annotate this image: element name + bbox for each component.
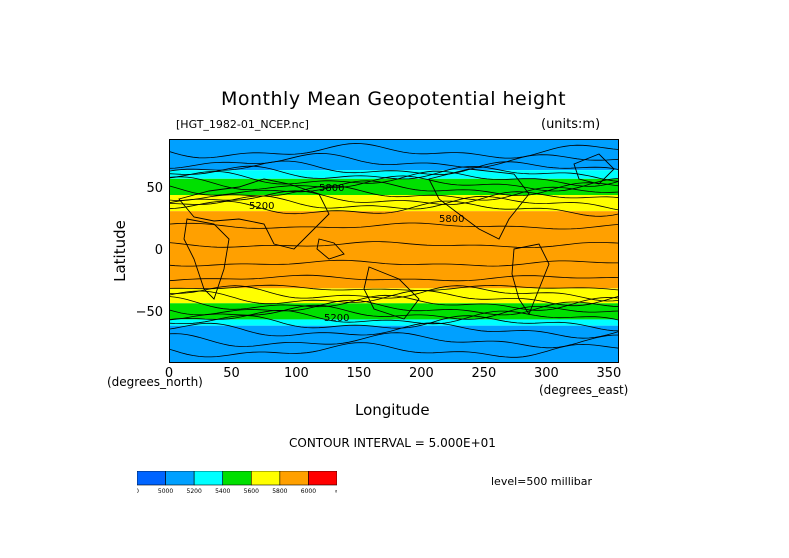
contour-value-label: 5800 (439, 214, 464, 225)
contour-line (169, 322, 619, 339)
contour-value-label: 5200 (324, 313, 349, 324)
contour-line (169, 342, 619, 358)
x-tick-label: 200 (409, 366, 434, 381)
colorbar-label: 5000 (158, 488, 173, 495)
y-tick-label: −50 (135, 305, 163, 321)
coastlines (178, 153, 615, 320)
chart-title: Monthly Mean Geopotential height (221, 88, 567, 110)
colorbar-label: 5200 (187, 488, 202, 495)
x-tick-label: 100 (284, 366, 309, 381)
contour-line (169, 241, 619, 249)
geopotential-map: 5800 5200 5800 5200 (169, 139, 619, 363)
x-axis-label: Longitude (355, 401, 430, 419)
contour-line (169, 315, 619, 332)
continent-outline-0 (178, 178, 330, 250)
colorbar-swatch (137, 471, 166, 486)
contour-line (169, 285, 619, 302)
contour-line (169, 160, 619, 176)
contour-line (169, 259, 619, 267)
contour-interval-label: CONTOUR INTERVAL = 5.000E+01 (289, 436, 496, 450)
contour-lines (169, 143, 619, 358)
continent-outline-3 (428, 168, 530, 240)
colorbar-label: 0 (137, 488, 139, 495)
colorbar-swatch (165, 471, 195, 486)
contour-line (169, 200, 619, 217)
continent-outline-5 (573, 153, 615, 185)
x-tick-label: 250 (471, 366, 497, 381)
colorbar-label: 5800 (272, 488, 287, 495)
source-file-label: [HGT_1982-01_NCEP.nc] (176, 118, 309, 131)
colorbar-swatch (250, 471, 281, 486)
contour-line (169, 222, 619, 230)
continent-outline-6 (316, 238, 345, 260)
colorbar-label: ∞ (335, 488, 338, 495)
contour-line (169, 190, 619, 206)
colorbar-label: 5600 (244, 488, 259, 495)
x-tick-label: 300 (534, 366, 559, 381)
colorbar: 0 5000 5200 5400 5600 5800 6000 ∞ (137, 471, 337, 495)
continent-outline-2 (363, 266, 420, 320)
y-axis-label: Latitude (111, 220, 129, 282)
y-tick-label: 0 (154, 243, 163, 258)
contour-line (169, 332, 619, 349)
y-tick-label: 50 (146, 180, 163, 196)
x-tick-label: 350 (596, 366, 622, 381)
contour-line (169, 185, 619, 201)
y-unit-note: (degrees_north) (107, 375, 203, 389)
colorbar-swatch (279, 471, 309, 486)
level-label: level=500 millibar (491, 475, 593, 488)
contour-line (169, 195, 619, 211)
height-band-6 (169, 303, 619, 320)
continent-outline-4 (511, 243, 550, 315)
height-band-7 (169, 319, 619, 326)
colorbar-swatch (193, 471, 224, 486)
contour-line (169, 143, 619, 159)
contour-line (169, 180, 619, 197)
x-tick-label: 0 (164, 366, 174, 381)
contour-line (169, 290, 619, 307)
contour-line (169, 310, 619, 325)
plot-frame (169, 139, 619, 363)
x-tick-label: 50 (223, 366, 240, 381)
contour-value-label: 5800 (319, 183, 344, 194)
contour-line (169, 294, 619, 311)
colorbar-swatch (308, 471, 337, 486)
continent-outline-1 (183, 218, 230, 300)
units-label: (units:m) (541, 117, 601, 132)
colorbar-swatch (222, 471, 252, 486)
contour-line (169, 165, 619, 182)
height-band-8 (169, 325, 619, 363)
x-tick-label: 150 (346, 366, 372, 381)
height-band-1 (169, 170, 619, 179)
colorbar-label: 6000 (301, 488, 316, 495)
contour-line (169, 170, 619, 187)
x-unit-note: (degrees_east) (539, 383, 629, 397)
contour-value-label: 5200 (249, 201, 274, 212)
contour-line (169, 175, 619, 192)
contour-line (169, 152, 619, 169)
colorbar-label: 5400 (215, 488, 230, 495)
